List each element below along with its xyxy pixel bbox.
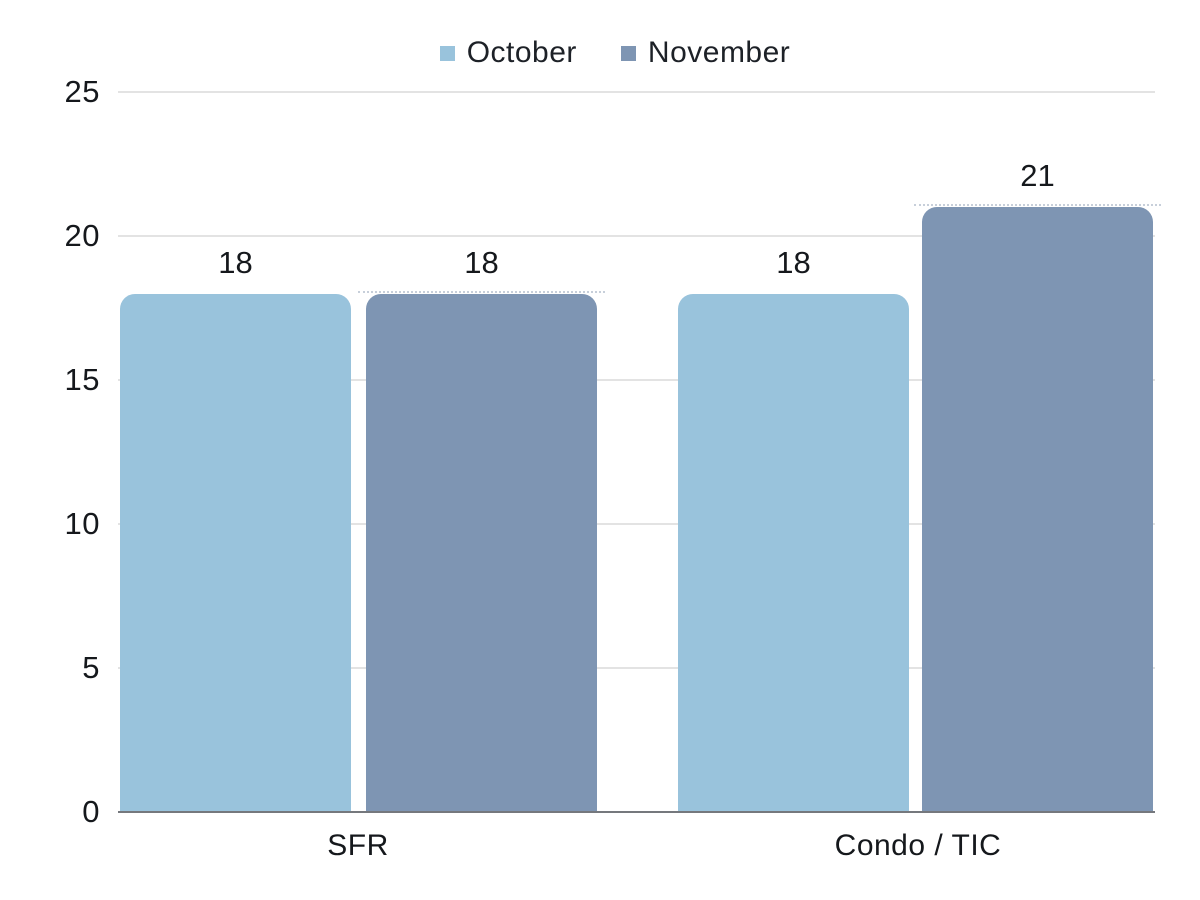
y-tick-label: 10 [64, 506, 100, 541]
bar-november-condo-tic [914, 204, 1161, 812]
legend-item-october: October [439, 36, 577, 69]
y-tick-label: 0 [82, 794, 100, 829]
bar-value-label: 21 [1020, 158, 1055, 194]
gridline-y-25 [118, 91, 1155, 93]
y-axis-labels: 0 5 10 15 20 25 [0, 0, 100, 900]
bar-value-label: 18 [218, 244, 253, 280]
legend-label: November [647, 36, 791, 69]
gridline-y-10 [118, 523, 1155, 525]
x-category-label: SFR [327, 829, 389, 862]
gridline-y-5 [118, 667, 1155, 669]
bar-value-label: 18 [464, 244, 499, 280]
y-tick-label: 5 [82, 650, 100, 685]
legend-item-november: November [620, 36, 791, 69]
legend-swatch-icon [439, 45, 455, 61]
y-tick-label: 15 [64, 362, 100, 397]
legend-label: October [466, 36, 577, 69]
gridline-y-20 [118, 235, 1155, 237]
gridline-y-15 [118, 379, 1155, 381]
bar-value-label: 18 [776, 244, 811, 280]
y-tick-label: 25 [64, 74, 100, 109]
plot-area: 18 18 18 21 [118, 91, 1161, 813]
x-axis-line [118, 811, 1155, 813]
y-tick-label: 20 [64, 218, 100, 253]
legend-swatch-icon [620, 45, 636, 61]
x-category-label: Condo / TIC [834, 829, 1002, 862]
bar-november-sfr [358, 290, 605, 812]
bar-top-dotted-line [358, 290, 605, 293]
chart-legend: October November [30, 38, 1200, 68]
bar-october-sfr [120, 293, 351, 812]
bar-october-condo-tic [678, 293, 909, 812]
bar-top-dotted-line [914, 204, 1161, 207]
